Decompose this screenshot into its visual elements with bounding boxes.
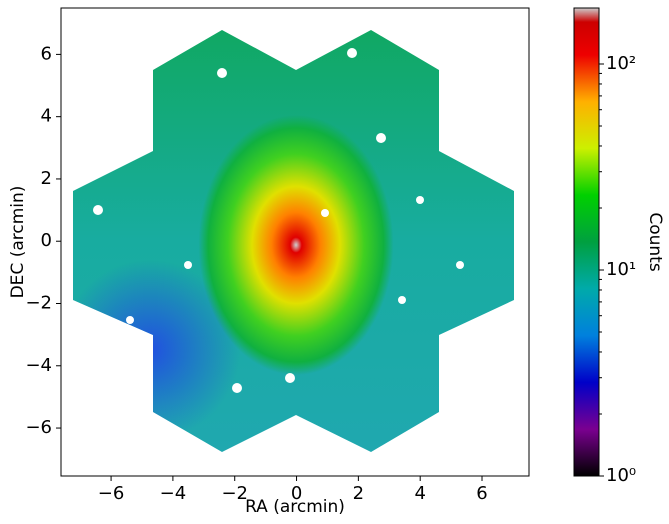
y-tick-label: 2 — [41, 168, 52, 189]
image — [73, 30, 514, 452]
x-tick-label: 0 — [291, 483, 302, 504]
colorbar-tick-label: 10¹ — [606, 259, 636, 280]
y-tick-label: −2 — [25, 292, 52, 313]
colorbar-label: Counts — [645, 212, 665, 271]
x-tick-label: 4 — [414, 483, 425, 504]
y-tick-label: −4 — [25, 355, 52, 376]
x-tick-label: −6 — [98, 483, 125, 504]
plot-frame — [60, 7, 530, 477]
colorbar-tick-label: 10² — [606, 53, 636, 74]
x-tick-label: 2 — [353, 483, 364, 504]
y-tick-label: 0 — [41, 230, 52, 251]
y-tick-label: 4 — [41, 106, 52, 127]
colorbar-tick-label: 10⁰ — [606, 465, 636, 486]
y-tick-label: 6 — [41, 43, 52, 64]
x-tick-label: −4 — [160, 483, 187, 504]
x-tick-label: 6 — [476, 483, 487, 504]
colorbar — [573, 7, 600, 477]
y-tick-label: −6 — [25, 417, 52, 438]
x-axis-label: RA (arcmin) — [245, 497, 345, 517]
x-tick-label: −2 — [221, 483, 248, 504]
y-axis-label: DEC (arcmin) — [8, 186, 28, 299]
